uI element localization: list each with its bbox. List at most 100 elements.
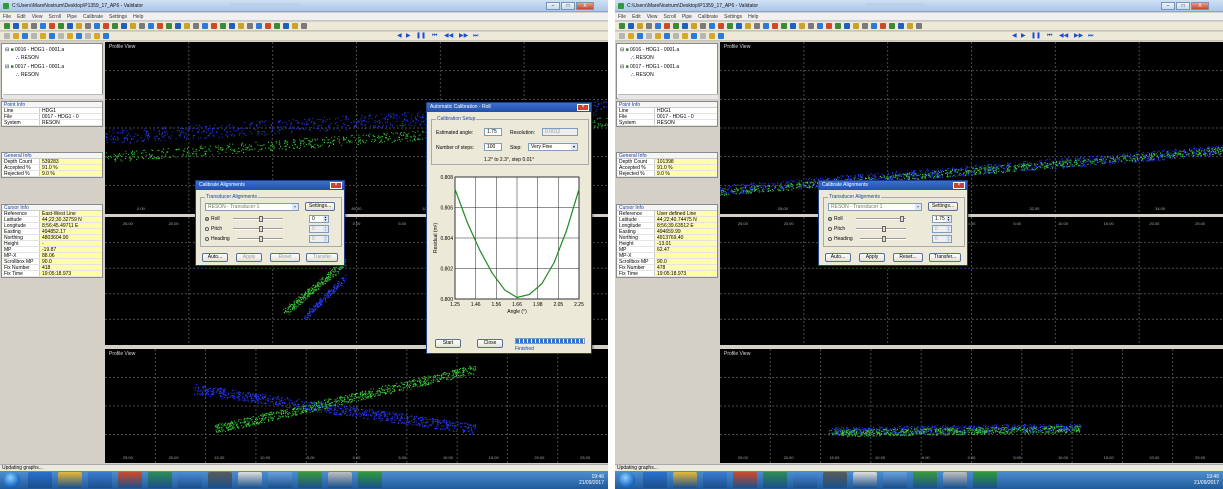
roll-radio[interactable]: Roll: [205, 216, 220, 222]
toolbar-button-icon[interactable]: [655, 33, 661, 39]
toolbar-button-icon[interactable]: [682, 33, 688, 39]
toolbar-button-icon[interactable]: [664, 23, 670, 29]
taskbar-app-icon[interactable]: [733, 472, 757, 488]
settings-button[interactable]: Settings...: [928, 202, 958, 211]
taskbar-app-icon[interactable]: [358, 472, 382, 488]
taskbar-app-icon[interactable]: [763, 472, 787, 488]
toolbar-button-icon[interactable]: [220, 23, 226, 29]
menu-scroll[interactable]: Scroll: [48, 14, 61, 20]
toolbar-button-icon[interactable]: [85, 33, 91, 39]
toolbar-button-icon[interactable]: [193, 23, 199, 29]
toolbar-button-icon[interactable]: [907, 23, 913, 29]
rewind-icon[interactable]: ◀◀: [444, 33, 454, 39]
taskbar-app-icon[interactable]: [643, 472, 667, 488]
toolbar-button-icon[interactable]: [898, 23, 904, 29]
toolbar-button-icon[interactable]: [682, 23, 688, 29]
taskbar-app-icon[interactable]: [943, 472, 967, 488]
forward-icon[interactable]: ▶▶: [459, 33, 469, 39]
roll-radio[interactable]: Roll: [828, 216, 843, 222]
toolbar-button-icon[interactable]: [58, 33, 64, 39]
toolbar-button-icon[interactable]: [130, 23, 136, 29]
tree-node[interactable]: ⊟ ■ 0016 - HDG1 - 0001.a: [5, 47, 65, 53]
toolbar-button-icon[interactable]: [763, 23, 769, 29]
menu-edit[interactable]: Edit: [17, 14, 26, 20]
close-button[interactable]: X: [1191, 2, 1209, 10]
toolbar-button-icon[interactable]: [709, 23, 715, 29]
toolbar-button-icon[interactable]: [184, 23, 190, 29]
toolbar-button-icon[interactable]: [148, 23, 154, 29]
toolbar-button-icon[interactable]: [40, 23, 46, 29]
menu-calibrate[interactable]: Calibrate: [82, 14, 103, 20]
toolbar-button-icon[interactable]: [862, 23, 868, 29]
pitch-slider[interactable]: [233, 226, 283, 232]
toolbar-button-icon[interactable]: [700, 23, 706, 29]
minimize-button[interactable]: –: [546, 2, 560, 10]
estimated-angle-field[interactable]: 1.75: [484, 128, 502, 136]
toolbar-button-icon[interactable]: [283, 23, 289, 29]
toolbar-button-icon[interactable]: [655, 23, 661, 29]
pause-icon[interactable]: ❚❚: [416, 33, 427, 39]
file-tree[interactable]: ⊟ ■ 0016 - HDG1 - 0001.a ⛬ RESON ⊟ ■ 001…: [1, 43, 103, 99]
side-view[interactable]: Profile View 25.00 20.00 15.00 10.00 5.00 0.0…: [720, 349, 1223, 463]
taskbar-app-icon[interactable]: [793, 472, 817, 488]
toolbar-button-icon[interactable]: [745, 23, 751, 29]
toolbar-button-icon[interactable]: [175, 23, 181, 29]
taskbar-app-icon[interactable]: [823, 472, 847, 488]
toolbar-button-icon[interactable]: [76, 33, 82, 39]
toolbar-button-icon[interactable]: [754, 23, 760, 29]
pitch-spinner[interactable]: 0 ▲ ▼: [309, 225, 329, 233]
taskbar-app-icon[interactable]: [268, 472, 292, 488]
front-view[interactable]: 25.0020.0015.0010.005.000.005.0010.0015.…: [720, 217, 1223, 345]
toolbar-button-icon[interactable]: [274, 23, 280, 29]
first-icon[interactable]: ⏮: [432, 33, 438, 39]
toolbar-button-icon[interactable]: [139, 23, 145, 29]
toolbar-button-icon[interactable]: [691, 33, 697, 39]
pitch-spinner[interactable]: 0 ▲ ▼: [932, 225, 952, 233]
transducer-select[interactable]: RESON - Transducer 1 ▾: [205, 203, 299, 211]
toolbar-button-icon[interactable]: [166, 23, 172, 29]
toolbar-button-icon[interactable]: [4, 33, 10, 39]
taskbar-app-icon[interactable]: [703, 472, 727, 488]
menu-scroll[interactable]: Scroll: [663, 14, 676, 20]
menu-settings[interactable]: Settings: [108, 14, 128, 20]
menu-settings[interactable]: Settings: [723, 14, 743, 20]
forward-icon[interactable]: ▶▶: [1074, 33, 1084, 39]
prev-icon[interactable]: ◀: [1012, 33, 1017, 39]
toolbar-button-icon[interactable]: [628, 33, 634, 39]
maximize-button[interactable]: □: [1176, 2, 1190, 10]
toolbar-button-icon[interactable]: [772, 23, 778, 29]
heading-spinner[interactable]: 0 ▲ ▼: [932, 235, 952, 243]
tree-node[interactable]: ⛬ RESON: [631, 72, 654, 78]
toolbar-button-icon[interactable]: [673, 33, 679, 39]
prev-icon[interactable]: ◀: [397, 33, 402, 39]
toolbar-button-icon[interactable]: [22, 23, 28, 29]
start-button[interactable]: Start: [435, 339, 461, 348]
heading-spinner[interactable]: 0 ▲ ▼: [309, 235, 329, 243]
taskbar-app-icon[interactable]: [28, 472, 52, 488]
menu-help[interactable]: Help: [133, 14, 144, 20]
step-select[interactable]: Very Fine ▾: [528, 143, 578, 151]
toolbar-button-icon[interactable]: [256, 23, 262, 29]
taskbar-app-icon[interactable]: [673, 472, 697, 488]
last-icon[interactable]: ⏭: [473, 33, 479, 39]
toolbar-button-icon[interactable]: [916, 23, 922, 29]
toolbar-button-icon[interactable]: [826, 23, 832, 29]
toolbar-button-icon[interactable]: [76, 23, 82, 29]
toolbar-button-icon[interactable]: [67, 33, 73, 39]
toolbar-button-icon[interactable]: [247, 23, 253, 29]
menu-calibrate[interactable]: Calibrate: [697, 14, 718, 20]
reset-button[interactable]: Reset: [270, 253, 300, 262]
roll-spinner[interactable]: 0 ▲ ▼: [309, 215, 329, 223]
toolbar-button-icon[interactable]: [718, 23, 724, 29]
toolbar-button-icon[interactable]: [112, 23, 118, 29]
taskbar-app-icon[interactable]: [88, 472, 112, 488]
pitch-radio[interactable]: Pitch: [828, 226, 845, 232]
toolbar-button-icon[interactable]: [664, 33, 670, 39]
tree-node[interactable]: ⊟ ■ 0017 - HDG1 - 0001.a: [5, 64, 65, 70]
close-icon[interactable]: ×: [330, 182, 342, 189]
tree-node[interactable]: ⛬ RESON: [631, 55, 654, 61]
toolbar-button-icon[interactable]: [880, 23, 886, 29]
toolbar-button-icon[interactable]: [229, 23, 235, 29]
taskbar-app-icon[interactable]: [148, 472, 172, 488]
taskbar-app-icon[interactable]: [853, 472, 877, 488]
